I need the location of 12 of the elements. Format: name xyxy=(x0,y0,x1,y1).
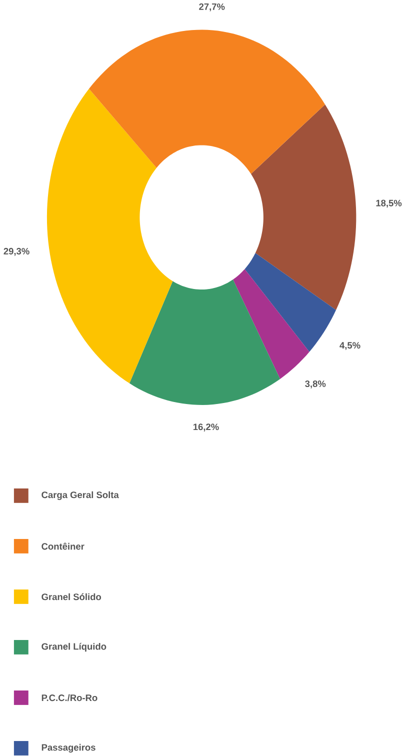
data-label: 16,2% xyxy=(193,424,219,432)
data-label: 18,5% xyxy=(376,200,402,208)
data-label: 3,8% xyxy=(304,380,326,388)
legend-label: Granel Líquido xyxy=(42,642,106,652)
legend-label: Carga Geral Solta xyxy=(42,491,119,500)
data-label: 27,7% xyxy=(198,3,225,12)
legend-label: Contêiner xyxy=(42,542,84,550)
legend-label: Granel Sólido xyxy=(42,593,101,600)
legend-label: Passageiros xyxy=(42,744,96,753)
data-label: 4,5% xyxy=(339,342,360,350)
data-label: 29,3% xyxy=(4,248,30,256)
legend-label: P.C.C./Ro-Ro xyxy=(42,694,98,702)
